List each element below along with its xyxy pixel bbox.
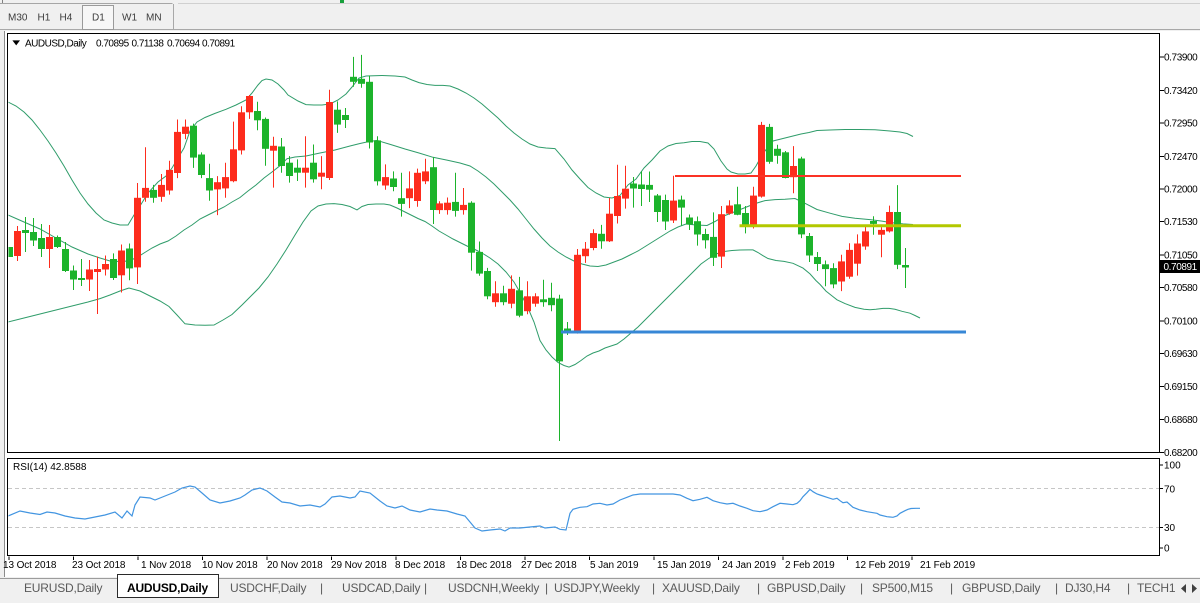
svg-text:TECH1: TECH1 (1137, 581, 1176, 595)
svg-text:XAUUSD,Daily: XAUUSD,Daily (662, 581, 740, 595)
svg-text:27 Dec 2018: 27 Dec 2018 (521, 560, 577, 571)
svg-text:H1: H1 (38, 13, 51, 24)
svg-text:5 Jan 2019: 5 Jan 2019 (590, 560, 639, 571)
svg-text:0.71050: 0.71050 (1164, 250, 1198, 261)
svg-text:0.72950: 0.72950 (1164, 119, 1198, 130)
svg-text:0.72470: 0.72470 (1164, 152, 1198, 163)
svg-text:10 Nov 2018: 10 Nov 2018 (202, 560, 258, 571)
svg-text:GBPUSD,Daily: GBPUSD,Daily (962, 581, 1040, 595)
svg-text:13 Oct 2018: 13 Oct 2018 (3, 560, 57, 571)
svg-text:|: | (860, 581, 863, 595)
svg-text:|: | (1055, 581, 1058, 595)
svg-text:0.71530: 0.71530 (1164, 217, 1198, 228)
svg-text:0.71138: 0.71138 (132, 39, 165, 50)
svg-text:D1: D1 (92, 13, 105, 24)
svg-text:0.69630: 0.69630 (1164, 349, 1198, 360)
svg-text:USDCAD,Daily: USDCAD,Daily (342, 581, 420, 595)
svg-text:USDCHF,Daily: USDCHF,Daily (230, 581, 306, 595)
svg-text:|: | (320, 581, 323, 595)
svg-text:0.69150: 0.69150 (1164, 382, 1198, 393)
svg-text:100: 100 (1164, 461, 1181, 472)
svg-text:|: | (950, 581, 953, 595)
svg-text:AUDUSD,Daily: AUDUSD,Daily (127, 581, 208, 595)
svg-text:0.68680: 0.68680 (1164, 415, 1198, 426)
svg-text:|: | (757, 581, 760, 595)
svg-text:RSI(14) 42.8588: RSI(14) 42.8588 (13, 462, 87, 473)
svg-text:0.70891: 0.70891 (1164, 262, 1198, 273)
svg-text:|: | (545, 581, 548, 595)
svg-text:SP500,M15: SP500,M15 (872, 581, 933, 595)
svg-text:0.68200: 0.68200 (1164, 448, 1198, 459)
svg-text:29 Nov 2018: 29 Nov 2018 (331, 560, 387, 571)
svg-text:0: 0 (1164, 544, 1170, 555)
svg-text:|: | (652, 581, 655, 595)
svg-text:8 Dec 2018: 8 Dec 2018 (395, 560, 446, 571)
svg-text:W1: W1 (122, 13, 137, 24)
svg-text:EURUSD,Daily: EURUSD,Daily (24, 581, 102, 595)
svg-text:|: | (424, 581, 427, 595)
svg-text:MN: MN (146, 13, 162, 24)
svg-text:AUDUSD,Daily: AUDUSD,Daily (25, 39, 87, 50)
svg-text:M30: M30 (8, 13, 28, 24)
svg-text:12 Feb 2019: 12 Feb 2019 (855, 560, 911, 571)
svg-text:15 Jan 2019: 15 Jan 2019 (657, 560, 711, 571)
svg-text:USDJPY,Weekly: USDJPY,Weekly (554, 581, 640, 595)
svg-text:0.70694: 0.70694 (167, 39, 201, 50)
svg-text:20 Nov 2018: 20 Nov 2018 (267, 560, 323, 571)
svg-text:70: 70 (1164, 485, 1176, 496)
svg-text:0.72000: 0.72000 (1164, 185, 1198, 196)
svg-text:21 Feb 2019: 21 Feb 2019 (920, 560, 976, 571)
svg-text:0.70895: 0.70895 (96, 39, 130, 50)
svg-text:H4: H4 (60, 13, 73, 24)
svg-text:GBPUSD,Daily: GBPUSD,Daily (767, 581, 845, 595)
svg-text:30: 30 (1164, 523, 1176, 534)
svg-text:0.70100: 0.70100 (1164, 316, 1198, 327)
svg-text:DJ30,H4: DJ30,H4 (1065, 581, 1111, 595)
svg-text:24 Jan 2019: 24 Jan 2019 (722, 560, 776, 571)
svg-text:|: | (1127, 581, 1130, 595)
svg-text:23 Oct 2018: 23 Oct 2018 (72, 560, 126, 571)
svg-text:0.70580: 0.70580 (1164, 283, 1198, 294)
svg-text:1 Nov 2018: 1 Nov 2018 (141, 560, 192, 571)
svg-text:18 Dec 2018: 18 Dec 2018 (456, 560, 512, 571)
svg-text:USDCNH,Weekly: USDCNH,Weekly (448, 581, 539, 595)
svg-text:0.73420: 0.73420 (1164, 86, 1198, 97)
svg-text:0.73900: 0.73900 (1164, 53, 1198, 64)
svg-text:0.70891: 0.70891 (202, 39, 236, 50)
svg-text:2 Feb 2019: 2 Feb 2019 (785, 560, 835, 571)
